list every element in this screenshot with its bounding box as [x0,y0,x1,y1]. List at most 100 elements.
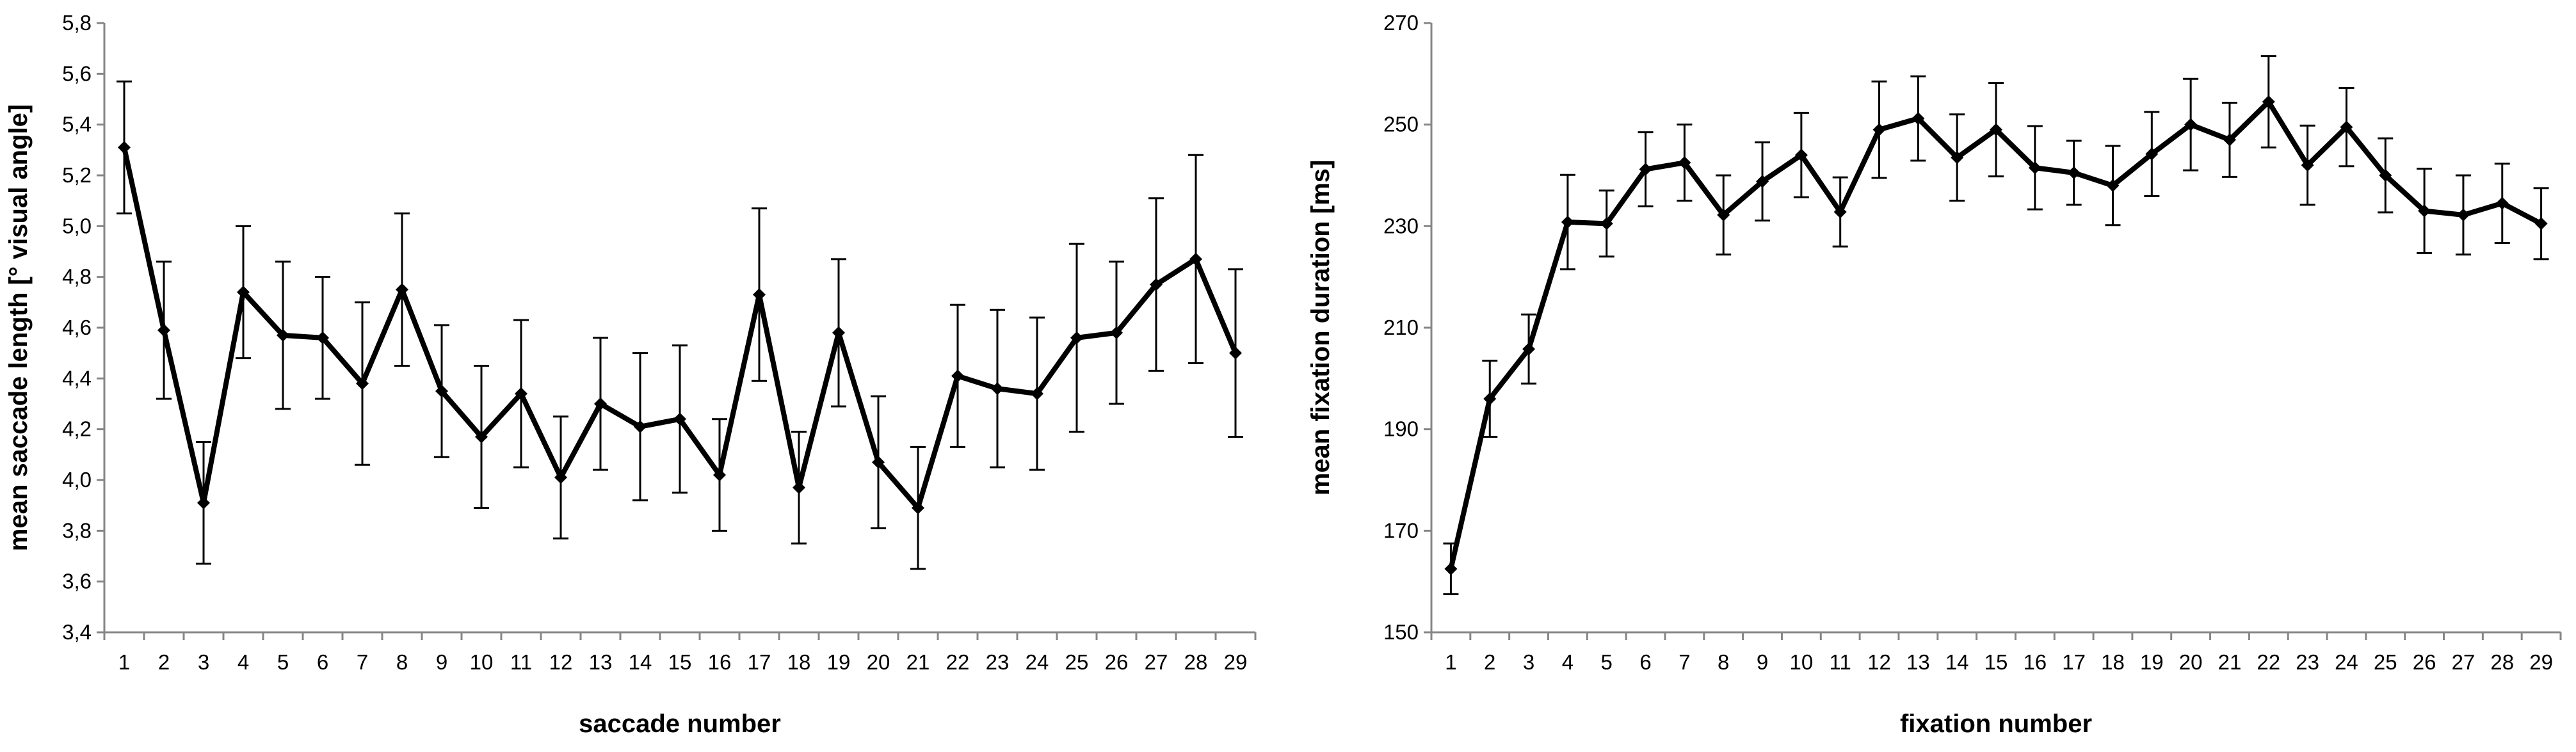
chart1-x-tick-label: 23 [986,650,1010,674]
chart2-data-point [1639,163,1652,176]
chart1-data-point [1229,346,1242,360]
chart2-data-point [2340,120,2353,134]
chart2-data-point [1794,148,1808,162]
chart2-data-point [1561,215,1574,228]
chart1-data-point [872,456,885,469]
chart1-x-tick-label: 2 [158,650,170,674]
chart2-x-tick-label: 25 [2374,650,2397,674]
chart1-y-tick-label: 3,4 [62,620,92,644]
chart1-data-point [713,468,726,482]
chart1-x-tick-label: 17 [748,650,771,674]
chart1-y-tick-label: 5,4 [62,113,92,136]
chart2-data-point [2301,159,2314,172]
chart1-x-tick-label: 7 [357,650,368,674]
chart2-x-tick-label: 15 [1984,650,2008,674]
chart2-x-tick-label: 9 [1757,650,1768,674]
chart2-data-point [2534,217,2548,230]
chart1-x-tick-label: 8 [396,650,408,674]
chart1-data-point [753,288,766,301]
chart2-x-tick-label: 24 [2335,650,2358,674]
chart2-x-tick-label: 11 [1830,650,1851,674]
chart1-data-point [435,385,448,398]
chart2-x-tick-label: 1 [1445,650,1456,674]
chart1-data-point [1110,326,1123,339]
chart2-x-axis-title: fixation number [1900,710,2092,738]
chart1-x-tick-label: 26 [1105,650,1129,674]
chart1-y-tick-label: 4,6 [62,316,92,339]
chart2-data-point [1990,123,2002,136]
chart1-data-point [673,412,686,426]
chart2-x-tick-label: 29 [2529,650,2553,674]
chart2-y-tick-label: 210 [1383,316,1419,339]
chart2-x-tick-label: 28 [2490,650,2514,674]
chart1-y-tick-label: 4,8 [62,265,92,289]
chart1-y-tick-label: 5,2 [62,163,92,187]
chart2-data-point [1912,112,1925,125]
chart2-x-tick-label: 17 [2062,650,2086,674]
chart2-data-point [2456,208,2470,221]
chart1-y-axis-title: mean saccade length [° visual angle] [4,104,33,551]
chart1-y-tick-label: 3,6 [62,570,92,593]
chart1-data-point [832,326,845,339]
chart2-x-tick-label: 18 [2101,650,2125,674]
chart2-x-tick-label: 21 [2218,650,2242,674]
chart1-data-point [1150,278,1163,291]
chart1-data-point [1189,252,1202,266]
chart2-x-tick-label: 12 [1867,650,1891,674]
chart1-x-tick-label: 18 [787,650,811,674]
chart1-x-tick-label: 3 [198,650,209,674]
chart1-data-point [515,387,527,401]
chart1-x-tick-label: 19 [827,650,851,674]
chart1-y-tick-label: 5,6 [62,61,92,85]
chart2-y-axis-title: mean fixation duration [ms] [1307,160,1335,496]
chart2-x-tick-label: 26 [2413,650,2436,674]
chart1-x-tick-label: 1 [118,650,130,674]
chart2-x-tick-label: 19 [2140,650,2164,674]
chart1-x-tick-label: 21 [906,650,930,674]
chart2-data-point [1872,123,1886,136]
chart1-x-tick-label: 28 [1184,650,1208,674]
chart1-x-tick-label: 5 [277,650,289,674]
chart1-x-axis-title: saccade number [579,710,781,738]
chart2-y-tick-label: 230 [1383,214,1419,237]
chart2-data-point [2495,196,2509,210]
chart2-x-tick-label: 7 [1678,650,1690,674]
chart2-x-tick-label: 10 [1790,650,1814,674]
chart2-x-tick-label: 2 [1484,650,1495,674]
chart1-y-tick-label: 3,8 [62,518,92,542]
chart1-x-tick-label: 29 [1224,650,1248,674]
chart1-data-point [951,369,964,383]
chart2-x-tick-label: 20 [2179,650,2203,674]
chart2-data-point [2106,179,2120,192]
chart2-x-tick-label: 13 [1906,650,1930,674]
chart2-x-tick-label: 6 [1639,650,1651,674]
chart1-x-tick-label: 13 [589,650,613,674]
chart1-data-point [197,496,210,509]
chart2-y-tick-label: 250 [1383,113,1419,136]
chart1-data-point [991,382,1004,396]
chart1-y-tick-label: 4,4 [62,366,92,390]
chart2-data-point [1600,217,1613,230]
chart1-x-tick-label: 9 [436,650,447,674]
chart1-x-tick-label: 4 [237,650,249,674]
chart1-data-point [118,141,131,154]
chart2-y-tick-label: 150 [1383,620,1419,644]
chart2-data-point [1678,156,1691,170]
chart2-y-tick-label: 170 [1383,518,1419,542]
chart2-data-point [1483,392,1497,406]
chart1-y-tick-label: 4,0 [62,468,92,492]
chart2-y-tick-label: 190 [1383,417,1419,441]
chart2-x-tick-label: 27 [2452,650,2475,674]
chart2-data-point [2223,133,2236,147]
chart1-data-point [1031,387,1043,401]
chart2-x-tick-label: 5 [1601,650,1613,674]
chart2-x-tick-label: 4 [1562,650,1574,674]
chart1-x-tick-label: 22 [946,650,970,674]
chart1-x-tick-label: 25 [1065,650,1089,674]
chart1-y-tick-label: 5,0 [62,214,92,237]
chart2-x-tick-label: 16 [2023,650,2047,674]
chart2-data-point [1522,342,1536,356]
chart2-x-tick-label: 8 [1718,650,1729,674]
chart2-data-point [2418,204,2431,218]
